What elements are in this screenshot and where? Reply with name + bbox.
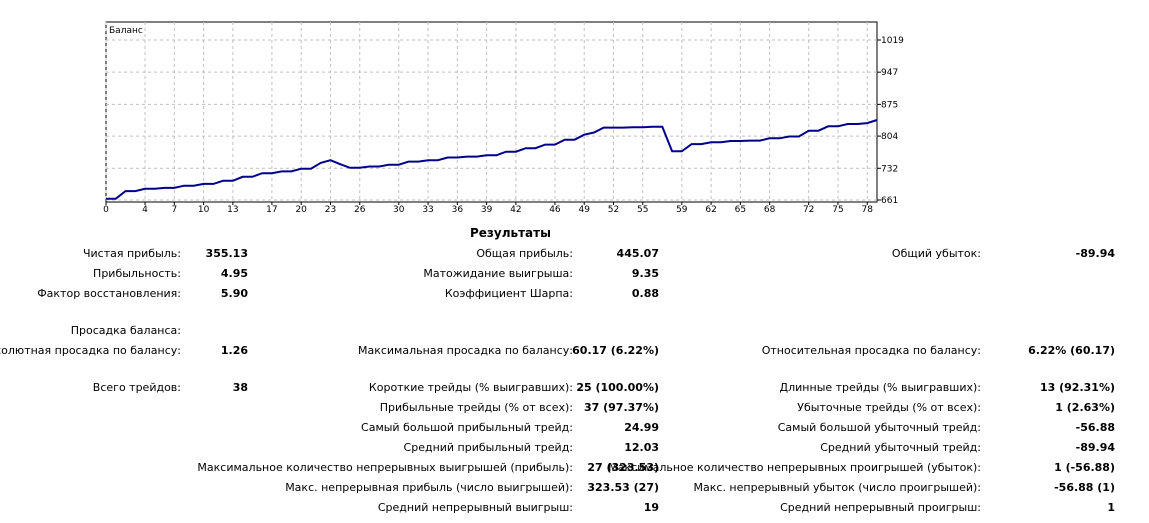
long-trades-value: 13 (92.31%) (1039, 381, 1115, 394)
balance-chart: 1019 947 875 804 732 661 0 4 7 10 13 17 20 23 26 30 33 3… (103, 21, 904, 215)
recovery-label: Фактор восстановления: (37, 287, 181, 300)
x-tick-label: 46 (549, 205, 561, 215)
max-cons-loss-value: -56.88 (1) (1054, 481, 1115, 494)
expected-payoff-value: 9.35 (631, 267, 659, 280)
x-tick-label: 52 (608, 205, 619, 215)
x-tick-label: 65 (735, 205, 746, 215)
x-tick-label: 59 (676, 205, 688, 215)
avg-cons-losses-label: Средний непрерывный проигрыш: (780, 501, 981, 514)
largest-loss-value: -56.88 (1075, 421, 1115, 434)
x-tick-label: 0 (103, 205, 109, 215)
profit-trades-label: Прибыльные трейды (% от всех): (379, 401, 573, 414)
drawdown-header: Просадка баланса: (70, 324, 181, 337)
gross-profit-label: Общая прибыль: (476, 247, 573, 260)
series-layer (106, 119, 878, 200)
max-cons-loss-label: Макс. непрерывный убыток (число проигрыш… (693, 481, 981, 494)
largest-profit-value: 24.99 (624, 421, 659, 434)
results-title: Результаты (470, 226, 551, 240)
expected-payoff-label: Матожидание выигрыша: (423, 267, 573, 280)
x-tick-label: 33 (422, 205, 433, 215)
total-trades-label: Всего трейдов: (92, 381, 181, 394)
sharpe-value: 0.88 (631, 287, 659, 300)
net-profit-label: Чистая прибыль: (82, 247, 181, 260)
avg-cons-wins-value: 19 (643, 501, 659, 514)
y-tick-label: 875 (881, 100, 898, 110)
loss-trades-label: Убыточные трейды (% от всех): (797, 401, 981, 414)
x-tick-label: 49 (578, 205, 590, 215)
gross-loss-label: Общий убыток: (891, 247, 981, 260)
max-drawdown-value: 60.17 (6.22%) (572, 344, 659, 357)
x-axis: 0 4 7 10 13 17 20 23 26 30 33 36 39 42 46 49 52 55 59 62 65 6… (103, 202, 873, 215)
x-tick-label: 13 (227, 205, 238, 215)
gross-profit-value: 445.07 (616, 247, 659, 260)
x-tick-label: 72 (803, 205, 814, 215)
max-cons-profit-value: 323.53 (27) (587, 481, 659, 494)
x-tick-label: 30 (393, 205, 405, 215)
max-cons-losses-label: Максимальное количество непрерывных прои… (608, 461, 981, 474)
sharpe-label: Коэффициент Шарпа: (444, 287, 573, 300)
rel-drawdown-value: 6.22% (60.17) (1028, 344, 1115, 357)
x-tick-label: 7 (171, 205, 177, 215)
largest-profit-label: Самый большой прибыльный трейд: (361, 421, 573, 434)
avg-loss-label: Средний убыточный трейд: (820, 441, 981, 454)
rel-drawdown-label: Относительная просадка по балансу: (761, 344, 981, 357)
loss-trades-value: 1 (2.63%) (1055, 401, 1115, 414)
x-tick-label: 62 (705, 205, 716, 215)
x-tick-label: 68 (764, 205, 776, 215)
long-trades-label: Длинные трейды (% выигравших): (779, 381, 981, 394)
short-trades-value: 25 (100.00%) (576, 381, 659, 394)
max-cons-wins-value: 27 (323.53) (587, 461, 659, 474)
short-trades-label: Короткие трейды (% выигравших): (368, 381, 573, 394)
profitability-label: Прибыльность: (93, 267, 181, 280)
plot-frame (105, 21, 878, 203)
profit-trades-value: 37 (97.37%) (583, 401, 659, 414)
x-tick-label: 36 (452, 205, 464, 215)
x-tick-label: 55 (637, 205, 648, 215)
net-profit-value: 355.13 (205, 247, 248, 260)
avg-cons-losses-value: 1 (1107, 501, 1115, 514)
avg-profit-value: 12.03 (624, 441, 659, 454)
y-tick-label: 732 (881, 164, 898, 174)
x-tick-label: 4 (142, 205, 148, 215)
avg-cons-wins-label: Средний непрерывный выигрыш: (377, 501, 573, 514)
profitability-value: 4.95 (220, 267, 248, 280)
chart-title: Баланс (109, 26, 143, 36)
x-tick-label: 17 (266, 205, 277, 215)
y-tick-label: 804 (881, 132, 898, 142)
avg-profit-label: Средний прибыльный трейд: (403, 441, 573, 454)
recovery-value: 5.90 (220, 287, 248, 300)
max-cons-losses-value: 1 (-56.88) (1054, 461, 1115, 474)
y-tick-label: 947 (881, 68, 898, 78)
avg-loss-value: -89.94 (1075, 441, 1115, 454)
max-cons-profit-label: Макс. непрерывная прибыль (число выигрыш… (285, 481, 573, 494)
balance-series-line (106, 119, 878, 200)
y-axis: 1019 947 875 804 732 661 (877, 36, 904, 206)
largest-loss-label: Самый большой убыточный трейд: (777, 421, 981, 434)
x-tick-label: 23 (325, 205, 336, 215)
x-tick-label: 26 (354, 205, 366, 215)
y-tick-label: 1019 (881, 36, 904, 46)
x-tick-label: 42 (510, 205, 521, 215)
x-tick-label: 75 (832, 205, 843, 215)
x-tick-label: 10 (198, 205, 210, 215)
grid (105, 22, 877, 202)
max-cons-wins-label: Максимальное количество непрерывных выиг… (197, 461, 573, 474)
x-tick-label: 20 (295, 205, 307, 215)
abs-drawdown-label: Абсолютная просадка по балансу: (0, 344, 181, 357)
max-drawdown-label: Максимальная просадка по балансу: (357, 344, 573, 357)
gross-loss-value: -89.94 (1075, 247, 1115, 260)
y-tick-label: 661 (881, 196, 898, 206)
total-trades-value: 38 (232, 381, 248, 394)
abs-drawdown-value: 1.26 (220, 344, 248, 357)
x-tick-label: 39 (481, 205, 493, 215)
x-tick-label: 78 (862, 205, 874, 215)
